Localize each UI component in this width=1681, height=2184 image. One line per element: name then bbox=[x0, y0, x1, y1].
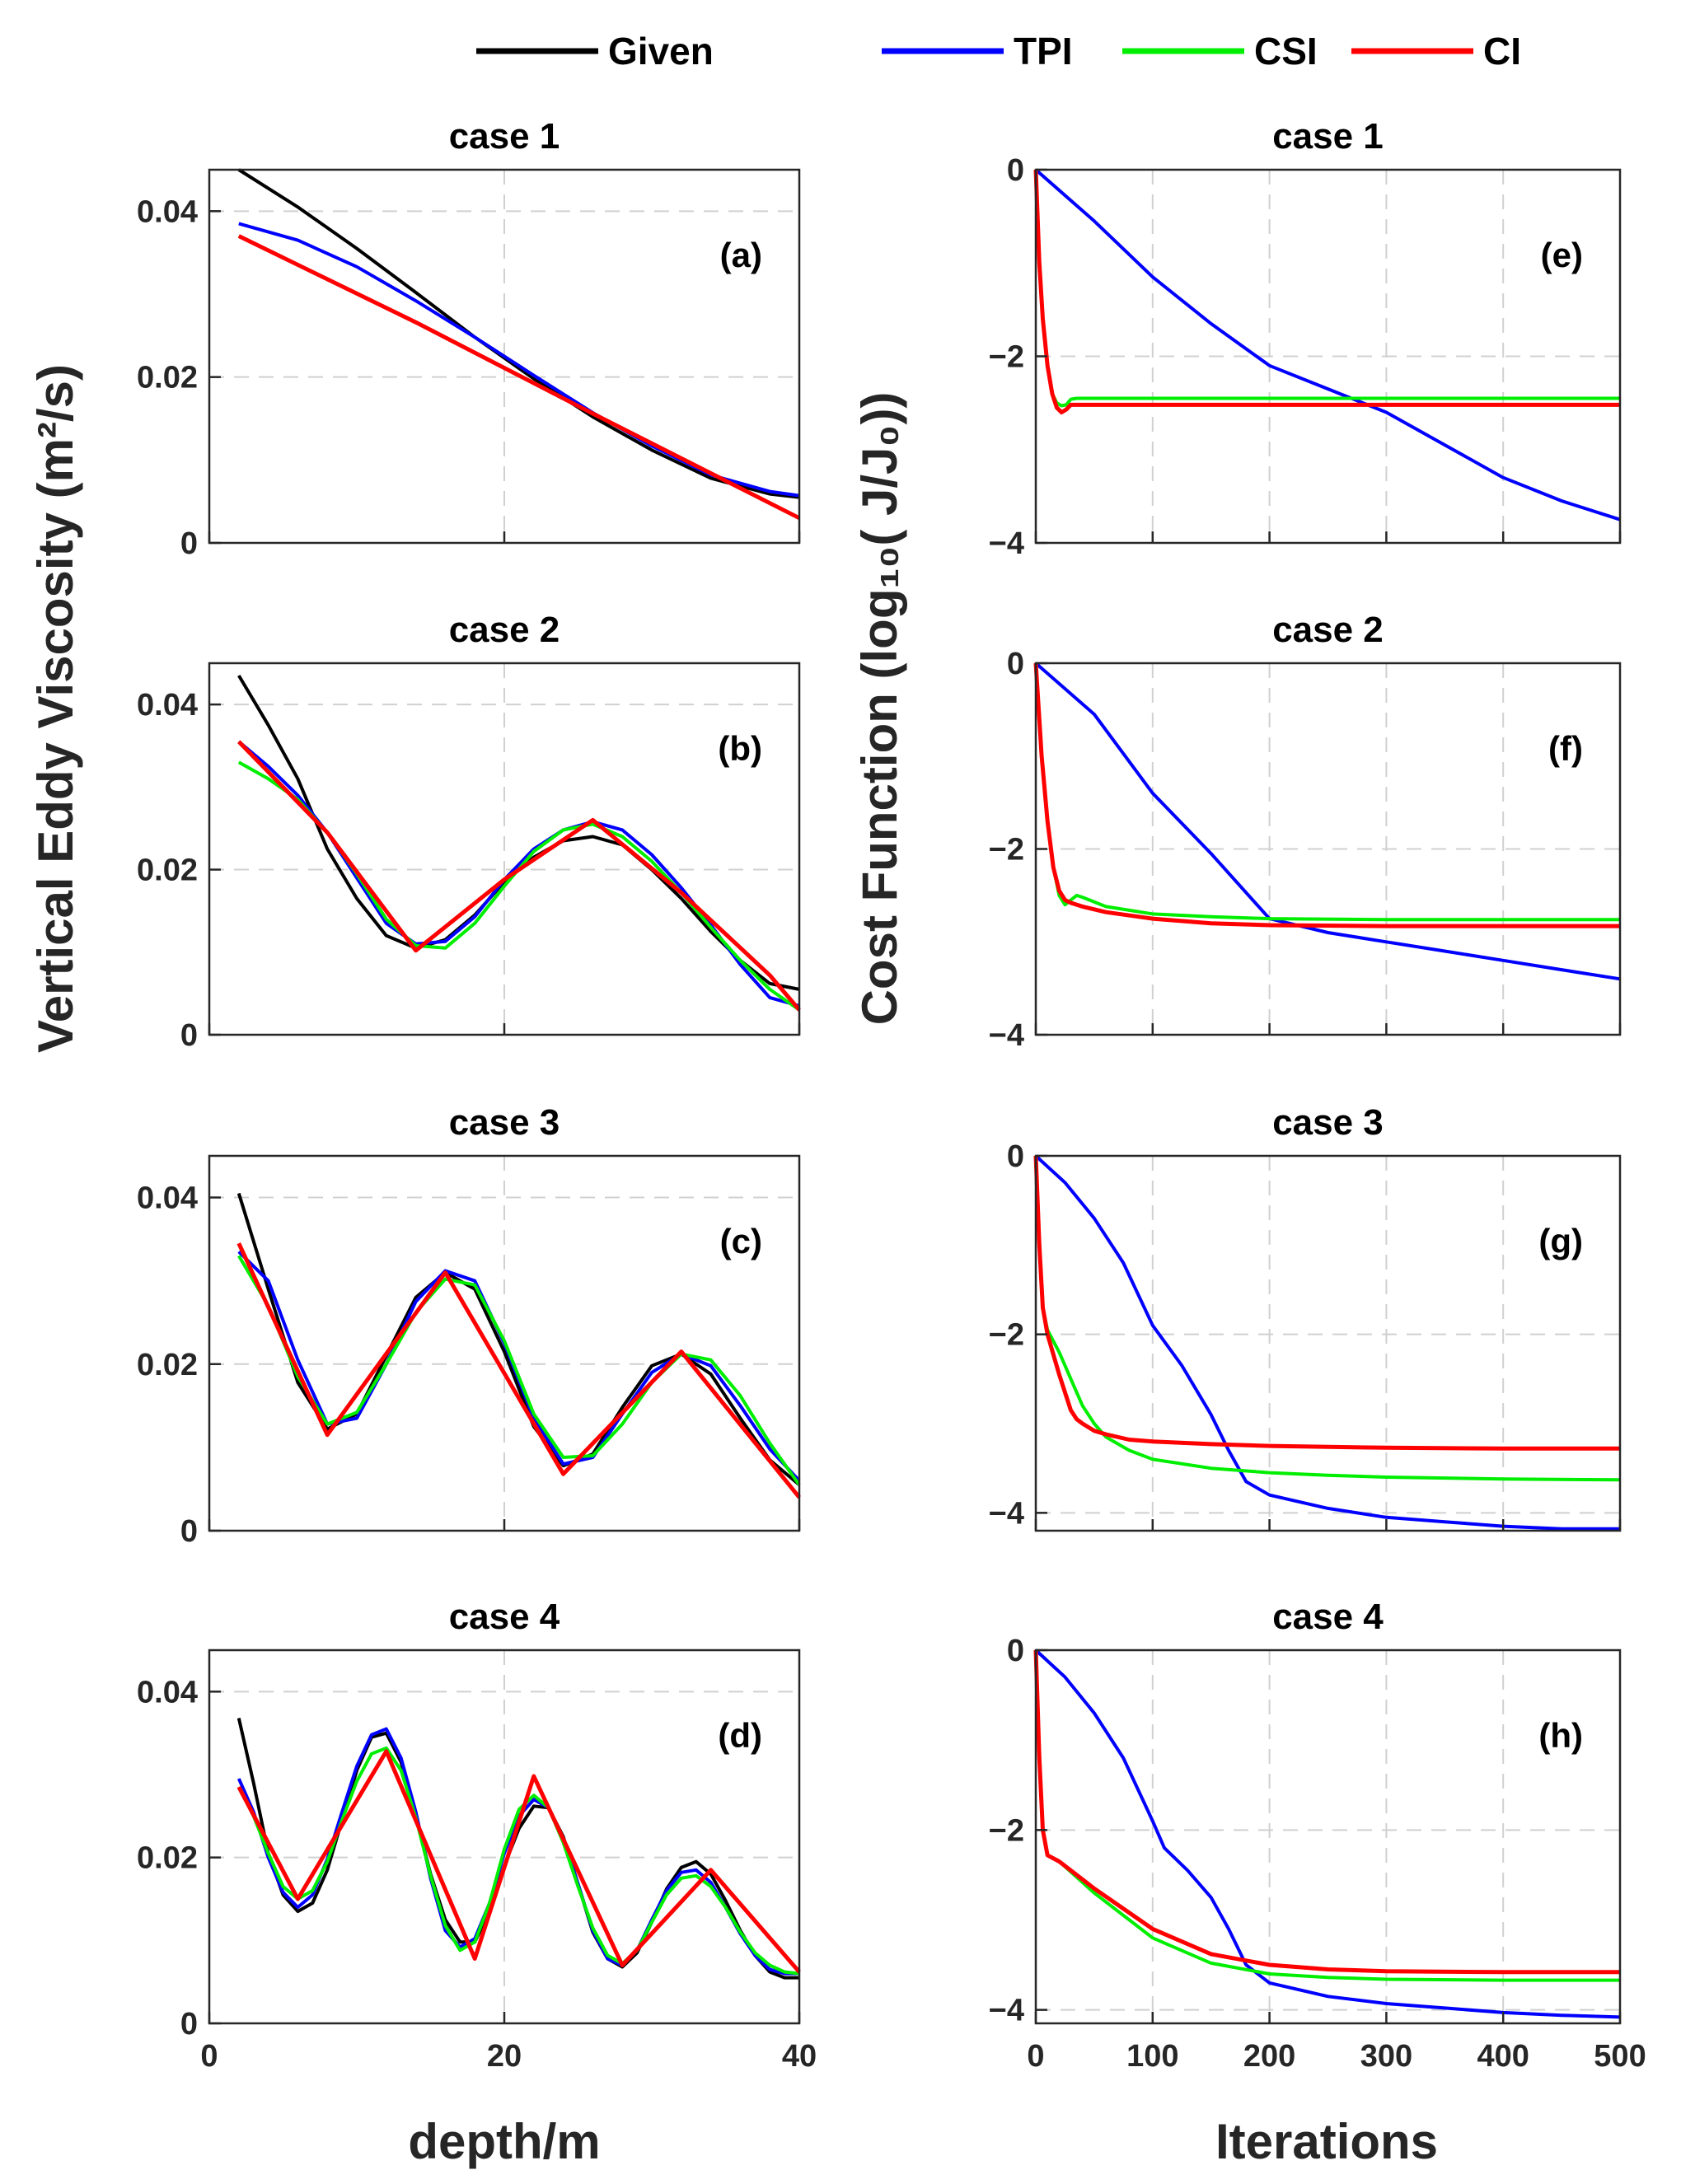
legend-label: TPI bbox=[1014, 30, 1073, 72]
panel-f: −4 −2 0 case 2 (f) bbox=[989, 610, 1622, 1053]
legend-entry-tpi: TPI bbox=[882, 30, 1073, 72]
x-tick-label: 40 bbox=[782, 2039, 817, 2074]
panel-d: 0 0.02 0.04 0 20 40 case 4 (d) bbox=[137, 1597, 817, 2074]
panel-title: case 3 bbox=[449, 1102, 560, 1143]
series-line-ci bbox=[236, 1242, 801, 1499]
y-tick-label: −4 bbox=[989, 1496, 1024, 1531]
x-tick-label: 300 bbox=[1360, 2039, 1412, 2074]
y-tick-label: −2 bbox=[989, 340, 1024, 375]
panel-label: (f) bbox=[1548, 729, 1583, 768]
panel-title: case 4 bbox=[449, 1597, 560, 1637]
panel-b: 0 0.02 0.04 case 2 (b) bbox=[137, 610, 801, 1053]
series-line-ci bbox=[237, 234, 801, 521]
panel-title: case 3 bbox=[1272, 1102, 1384, 1143]
x-tick-label: 200 bbox=[1243, 2039, 1295, 2074]
x-axis-label-left: depth/m bbox=[408, 2114, 600, 2169]
x-tick-label: 100 bbox=[1126, 2039, 1178, 2074]
y-tick-label: −4 bbox=[989, 1994, 1024, 2028]
y-tick-label: 0.04 bbox=[137, 194, 198, 229]
series-line-tpi bbox=[238, 222, 800, 498]
series-line-ci bbox=[1033, 169, 1620, 414]
panel-a: 0 0.02 0.04 case 1 (a) bbox=[137, 116, 801, 561]
x-tick-label: 0 bbox=[200, 2039, 218, 2074]
legend-label: Given bbox=[608, 30, 714, 72]
panel-label: (d) bbox=[718, 1716, 762, 1755]
panel-label: (b) bbox=[718, 729, 762, 768]
panel-title: case 1 bbox=[449, 116, 560, 157]
y-tick-label: 0 bbox=[1007, 153, 1024, 188]
y-tick-label: 0.04 bbox=[137, 1181, 198, 1216]
series-line-tpi bbox=[1034, 168, 1621, 521]
plot-area bbox=[1036, 1650, 1620, 2023]
panel-title: case 2 bbox=[1272, 610, 1384, 650]
x-axis-label-right: Iterations bbox=[1215, 2114, 1438, 2169]
plot-area bbox=[1036, 170, 1620, 543]
y-tick-label: −4 bbox=[989, 526, 1024, 561]
y-tick-label: 0.02 bbox=[137, 1348, 198, 1382]
y-axis-label-right: Cost Function (log₁₀( J/J₀)) bbox=[852, 392, 907, 1026]
y-tick-label: 0 bbox=[180, 526, 198, 561]
x-tick-label: 20 bbox=[487, 2039, 522, 2074]
panel-label: (e) bbox=[1541, 236, 1583, 274]
axes-frame bbox=[1034, 1154, 1622, 1532]
x-tick-label: 400 bbox=[1477, 2039, 1529, 2074]
plot-area bbox=[1036, 663, 1620, 1035]
y-tick-label: 0 bbox=[1007, 1139, 1024, 1174]
panels: 0 0.02 0.04 case 1 (a) 0 0.02 0.04 case 2 (b) 0 0.0… bbox=[137, 116, 1646, 2074]
legend-entry-given: Given bbox=[476, 30, 714, 72]
series-line-ci bbox=[1033, 1155, 1620, 1451]
legend-label: CSI bbox=[1254, 30, 1318, 72]
y-tick-label: 0 bbox=[180, 2007, 198, 2041]
panel-title: case 4 bbox=[1272, 1597, 1384, 1637]
x-tick-label: 500 bbox=[1594, 2039, 1646, 2074]
y-tick-label: 0.02 bbox=[137, 1841, 198, 1876]
panel-label: (a) bbox=[720, 236, 762, 274]
y-tick-label: −4 bbox=[989, 1018, 1024, 1053]
series-line-ci bbox=[1033, 662, 1620, 928]
panel-label: (g) bbox=[1538, 1222, 1583, 1260]
x-tick-label: 0 bbox=[1027, 2039, 1044, 2074]
panel-label: (h) bbox=[1538, 1716, 1583, 1755]
series-line-tpi bbox=[1034, 1649, 1621, 2019]
series-line-csi bbox=[237, 1255, 801, 1486]
series-line-csi bbox=[237, 1746, 800, 1976]
legend: Given TPI CSI CI bbox=[476, 30, 1521, 72]
panel-title: case 1 bbox=[1272, 116, 1384, 157]
legend-entry-ci: CI bbox=[1351, 30, 1521, 72]
y-axis-label-left: Vertical Eddy Viscosity (m²/s) bbox=[28, 364, 83, 1053]
y-tick-label: 0 bbox=[1007, 647, 1024, 681]
panel-label: (c) bbox=[720, 1222, 762, 1260]
panel-c: 0 0.02 0.04 case 3 (c) bbox=[137, 1102, 801, 1549]
y-tick-label: 0.04 bbox=[137, 1675, 198, 1709]
series-line-tpi bbox=[1034, 662, 1621, 981]
plot-area bbox=[1036, 1156, 1620, 1531]
y-tick-label: 0 bbox=[1007, 1634, 1024, 1668]
y-tick-label: 0.02 bbox=[137, 853, 198, 888]
panel-g: −4 −2 0 case 3 (g) bbox=[989, 1102, 1622, 1532]
series-line-tpi bbox=[1034, 1154, 1620, 1531]
legend-entry-csi: CSI bbox=[1122, 30, 1318, 72]
y-tick-label: −2 bbox=[989, 833, 1024, 868]
y-tick-label: 0 bbox=[180, 1514, 198, 1549]
y-tick-label: 0 bbox=[180, 1018, 198, 1053]
y-tick-label: −2 bbox=[989, 1813, 1024, 1848]
axes-frame bbox=[1034, 1649, 1622, 2025]
panel-title: case 2 bbox=[449, 610, 560, 650]
panel-e: −4 −2 0 case 1 (e) bbox=[989, 116, 1622, 561]
legend-label: CI bbox=[1483, 30, 1521, 72]
series-line-ci bbox=[236, 1749, 801, 1974]
y-tick-label: −2 bbox=[989, 1318, 1024, 1353]
y-tick-label: 0.02 bbox=[137, 361, 198, 395]
series-line-ci bbox=[237, 740, 801, 1012]
panel-h: −4 −2 0 0 100 200 300 400 500 case 4 (h) bbox=[989, 1597, 1646, 2074]
y-tick-label: 0.04 bbox=[137, 688, 198, 723]
